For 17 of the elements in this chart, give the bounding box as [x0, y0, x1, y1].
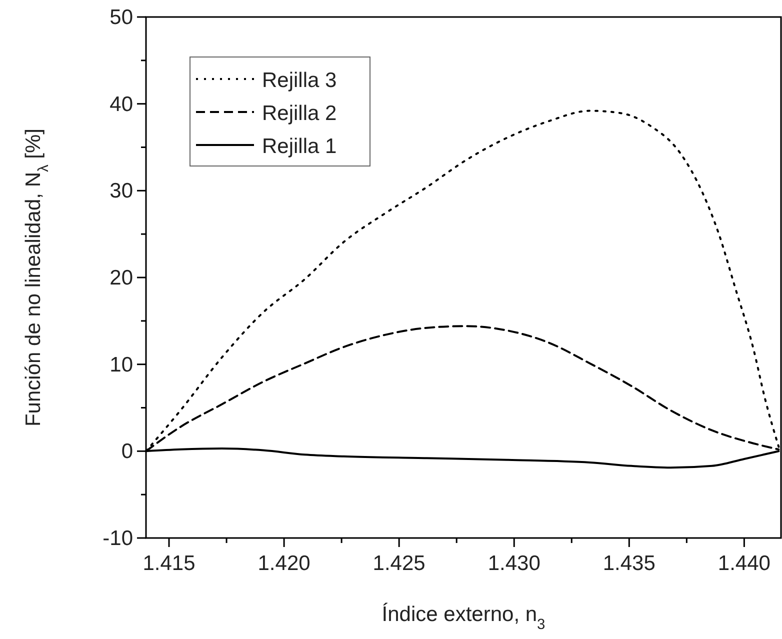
x-tick-label: 1.430 [488, 552, 540, 575]
legend-label: Rejilla 1 [262, 135, 337, 158]
y-tick-label: 30 [110, 180, 133, 203]
x-tick-label: 1.440 [718, 552, 770, 575]
x-tick-label: 1.420 [258, 552, 310, 575]
y-tick-label: 20 [110, 266, 133, 290]
legend-label: Rejilla 3 [262, 69, 337, 92]
x-tick-label: 1.435 [602, 552, 656, 575]
x-tick-label: 1.425 [372, 552, 426, 575]
y-tick-label: -10 [102, 527, 133, 550]
legend-label: Rejilla 2 [262, 102, 337, 125]
y-tick-label: 0 [121, 440, 133, 464]
x-tick-label: 1.415 [142, 552, 196, 575]
y-tick-label: 50 [110, 6, 133, 29]
y-tick-label: 10 [110, 353, 133, 376]
y-tick-label: 40 [110, 92, 133, 116]
x-axis-title: Índice externo, n$_{3}$ [382, 602, 546, 633]
